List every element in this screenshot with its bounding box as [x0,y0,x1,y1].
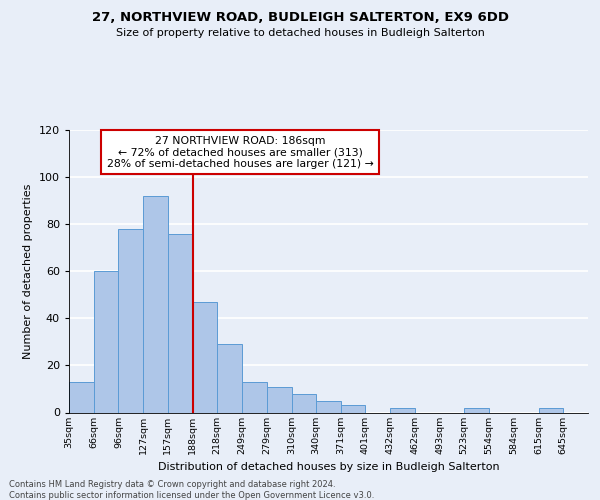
Bar [341,406,365,412]
Bar [143,196,168,412]
Bar [242,382,266,412]
Bar [539,408,563,412]
Text: Contains HM Land Registry data © Crown copyright and database right 2024.
Contai: Contains HM Land Registry data © Crown c… [9,480,374,500]
Bar [69,382,94,412]
Y-axis label: Number of detached properties: Number of detached properties [23,184,33,359]
Text: 27 NORTHVIEW ROAD: 186sqm
← 72% of detached houses are smaller (313)
28% of semi: 27 NORTHVIEW ROAD: 186sqm ← 72% of detac… [107,136,374,169]
Bar [193,302,217,412]
Bar [94,271,118,412]
Bar [168,234,193,412]
X-axis label: Distribution of detached houses by size in Budleigh Salterton: Distribution of detached houses by size … [158,462,499,472]
Bar [217,344,242,412]
Text: 27, NORTHVIEW ROAD, BUDLEIGH SALTERTON, EX9 6DD: 27, NORTHVIEW ROAD, BUDLEIGH SALTERTON, … [91,11,509,24]
Bar [464,408,489,412]
Bar [316,400,341,412]
Bar [118,229,143,412]
Bar [292,394,316,412]
Text: Size of property relative to detached houses in Budleigh Salterton: Size of property relative to detached ho… [116,28,484,38]
Bar [391,408,415,412]
Bar [266,386,292,412]
